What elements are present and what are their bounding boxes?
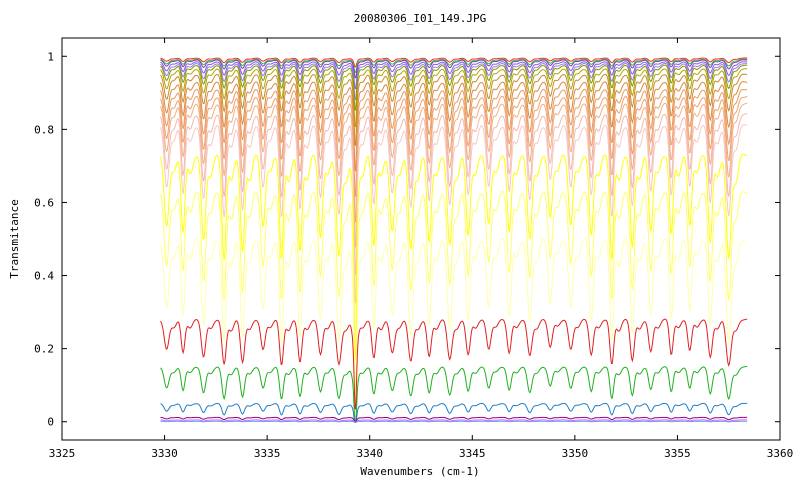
series-line [160, 63, 748, 101]
y-axis: 0 0.2 0.4 0.6 0.8 1 [34, 50, 780, 429]
y-tick-label: 0.4 [34, 270, 54, 283]
x-tick-label: 3325 [49, 447, 76, 460]
x-tick-label: 3340 [356, 447, 383, 460]
series-line [160, 68, 748, 128]
y-tick-label: 0 [47, 416, 54, 429]
x-tick-label: 3355 [664, 447, 691, 460]
x-axis: 3325 3330 3335 3340 3345 3350 3355 3360 [49, 38, 794, 460]
series-line [159, 238, 748, 423]
series-line [160, 88, 748, 199]
series-line [160, 59, 748, 79]
plot-frame [61, 37, 781, 441]
series-line [159, 113, 748, 277]
x-tick-label: 3345 [459, 447, 486, 460]
series-line [160, 73, 748, 147]
series-line [159, 124, 748, 305]
series-line [160, 95, 748, 224]
series-group [159, 57, 748, 423]
series-line [160, 402, 748, 423]
series-line [159, 153, 748, 360]
y-axis-label: Transmitance [8, 199, 21, 278]
series-line [160, 318, 748, 410]
x-tick-label: 3350 [562, 447, 589, 460]
y-tick-label: 1 [47, 50, 54, 63]
y-tick-label: 0.2 [34, 343, 54, 356]
series-line [160, 57, 748, 68]
series-line [160, 419, 748, 423]
series-line [160, 366, 748, 423]
series-line [160, 64, 748, 111]
y-tick-label: 0.8 [34, 123, 54, 136]
series-line [160, 61, 748, 90]
series-line [159, 190, 748, 406]
x-tick-label: 3360 [767, 447, 794, 460]
x-tick-label: 3335 [254, 447, 281, 460]
series-line [160, 81, 748, 173]
x-axis-label: Wavenumbers (cm-1) [360, 465, 479, 478]
series-line [160, 58, 748, 74]
series-line [160, 416, 748, 423]
x-tick-label: 3330 [151, 447, 178, 460]
series-line [160, 420, 748, 423]
y-tick-label: 0.6 [34, 196, 54, 209]
chart-title: 20080306_I01_149.JPG [354, 12, 486, 25]
series-line [160, 102, 748, 249]
